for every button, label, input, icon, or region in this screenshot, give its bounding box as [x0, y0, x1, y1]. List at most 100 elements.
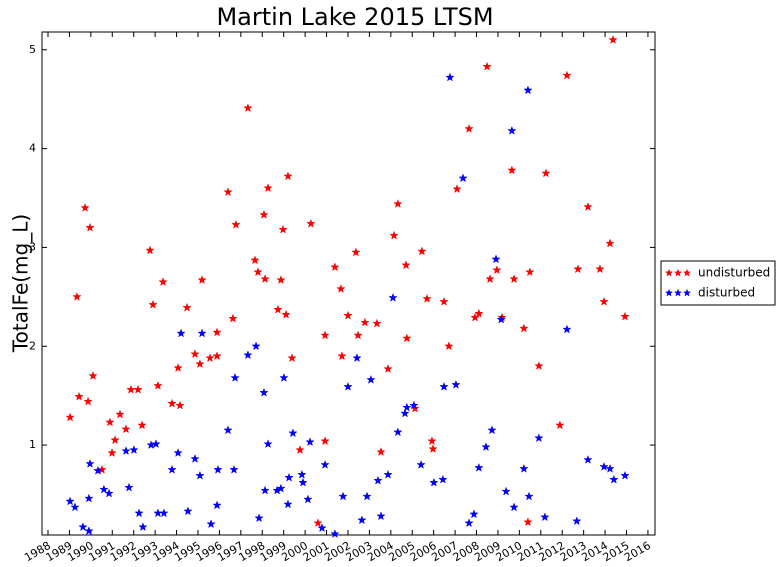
- scatter-point: [438, 474, 448, 484]
- scatter-point: [121, 446, 131, 456]
- scatter-point: [83, 396, 93, 406]
- scatter-point: [383, 469, 393, 479]
- scatter-point: [620, 470, 630, 480]
- scatter-point: [295, 445, 305, 455]
- y-axis-label: TotalFe(mg_L): [9, 214, 33, 353]
- scatter-point: [402, 333, 412, 343]
- scatter-point: [283, 171, 293, 181]
- scatter-point: [474, 462, 484, 472]
- scatter-point: [278, 224, 288, 234]
- scatter-point: [362, 491, 372, 501]
- scatter-point: [573, 264, 583, 274]
- scatter-point: [464, 123, 474, 133]
- legend-label: disturbed: [698, 286, 755, 300]
- scatter-point: [485, 274, 495, 284]
- scatter-point: [609, 474, 619, 484]
- scatter-point: [507, 125, 517, 135]
- scatter-point: [105, 417, 115, 427]
- scatter-point: [605, 238, 615, 248]
- scatter-point: [523, 85, 533, 95]
- scatter-point: [620, 311, 630, 321]
- scatter-point: [110, 435, 120, 445]
- scatter-point: [231, 219, 241, 229]
- scatter-point: [313, 518, 323, 528]
- scatter-point: [352, 353, 362, 363]
- scatter-point: [416, 459, 426, 469]
- scatter-point: [133, 384, 143, 394]
- scatter-point: [70, 502, 80, 512]
- y-tick-label: 5: [29, 43, 36, 56]
- scatter-point: [376, 511, 386, 521]
- scatter-point: [88, 370, 98, 380]
- scatter-point: [524, 491, 534, 501]
- scatter-point: [159, 508, 169, 518]
- scatter-point: [357, 515, 367, 525]
- legend-marker: [682, 288, 692, 297]
- scatter-point: [263, 183, 273, 193]
- scatter-point: [148, 299, 158, 309]
- scatter-point: [104, 488, 114, 498]
- scatter-point: [366, 374, 376, 384]
- y-tick-label: 4: [29, 142, 36, 155]
- scatter-point: [534, 361, 544, 371]
- scatter-point: [562, 324, 572, 334]
- scatter-point: [343, 310, 353, 320]
- scatter-point: [175, 400, 185, 410]
- scatter-point: [330, 262, 340, 272]
- y-tick-label: 1: [29, 438, 36, 451]
- scatter-point: [451, 379, 461, 389]
- scatter-point: [458, 173, 468, 183]
- scatter-point: [388, 292, 398, 302]
- scatter-point: [525, 267, 535, 277]
- scatter-point: [400, 408, 410, 418]
- scatter-point: [99, 484, 109, 494]
- scatter-point: [608, 34, 618, 44]
- legend-marker: [664, 288, 674, 297]
- scatter-point: [212, 351, 222, 361]
- scatter-point: [115, 409, 125, 419]
- scatter-point: [338, 491, 348, 501]
- scatter-point: [429, 477, 439, 487]
- scatter-point: [84, 526, 94, 536]
- scatter-point: [182, 302, 192, 312]
- scatter-point: [501, 486, 511, 496]
- scatter-point: [173, 363, 183, 372]
- scatter-point: [464, 518, 474, 528]
- scatter-point: [205, 353, 215, 363]
- scatter-point: [445, 72, 455, 82]
- scatter-point: [298, 477, 308, 487]
- scatter-point: [284, 472, 294, 482]
- scatter-point: [372, 318, 382, 328]
- scatter-point: [197, 328, 207, 338]
- scatter-point: [243, 103, 253, 113]
- scatter-point: [229, 464, 239, 474]
- scatter-point: [534, 433, 544, 443]
- scatter-point: [223, 187, 233, 197]
- scatter-point: [254, 513, 264, 523]
- scatter-point: [283, 499, 293, 509]
- scatter-point: [320, 436, 330, 446]
- scatter-point: [124, 482, 134, 492]
- scatter-point: [276, 483, 286, 493]
- scatter-point: [599, 461, 609, 471]
- scatter-point: [74, 391, 84, 401]
- scatter-point: [195, 470, 205, 480]
- scatter-point: [422, 293, 432, 303]
- scatter-point: [138, 522, 148, 532]
- scatter-point: [439, 381, 449, 391]
- scatter-point: [444, 341, 454, 351]
- scatter-point: [523, 517, 533, 527]
- scatter-point: [487, 425, 497, 435]
- scatter-point: [439, 296, 449, 306]
- scatter-point: [401, 260, 411, 270]
- scatter-point: [509, 274, 519, 284]
- scatter-point: [197, 275, 207, 285]
- scatter-point: [228, 313, 238, 323]
- scatter-point: [562, 70, 572, 80]
- scatter-point: [72, 291, 82, 301]
- scatter-point: [389, 230, 399, 240]
- scatter-point: [195, 359, 205, 369]
- scatter-point: [212, 327, 222, 337]
- scatter-point: [393, 427, 403, 437]
